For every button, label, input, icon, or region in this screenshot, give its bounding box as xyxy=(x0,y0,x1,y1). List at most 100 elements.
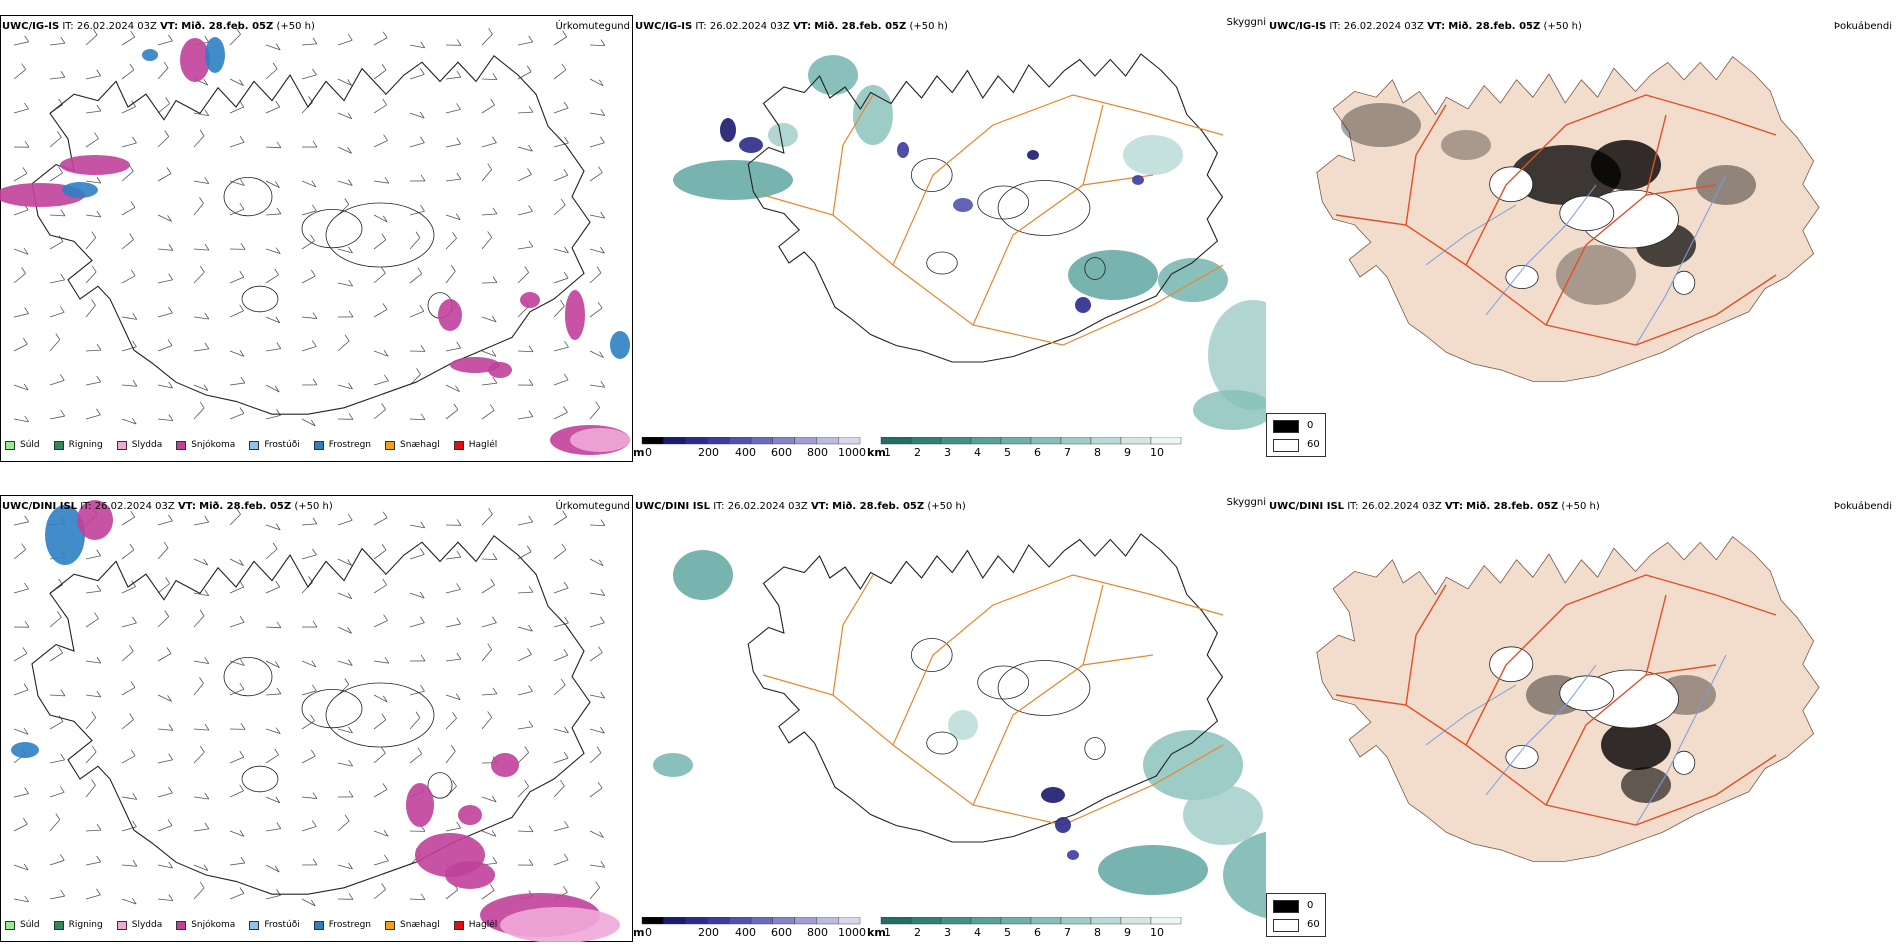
wind-barb xyxy=(157,759,173,764)
wind-barb xyxy=(589,407,600,420)
road xyxy=(1082,584,1104,666)
wind-barb-flag xyxy=(132,340,137,348)
unit-km: km xyxy=(867,926,886,939)
precip-area xyxy=(62,182,98,198)
wind-barb-flag xyxy=(600,589,606,596)
wind-barb-flag xyxy=(382,31,388,39)
wind-barb-flag xyxy=(419,591,425,599)
colorbar-cell-m xyxy=(772,917,795,925)
wind-barb-flag xyxy=(239,350,245,357)
wind-barb xyxy=(481,693,497,696)
wind-barb-flag xyxy=(600,381,606,388)
wind-barb-flag xyxy=(600,726,605,734)
wind-barb-flag xyxy=(204,822,210,830)
wind-barb-flag xyxy=(452,712,457,719)
wind-barb xyxy=(121,418,137,425)
wind-barb xyxy=(85,305,96,318)
wind-barb xyxy=(517,272,529,284)
wind-barb xyxy=(229,586,244,594)
tick-label: 7 xyxy=(1064,446,1071,459)
legend-item: Súld xyxy=(5,440,40,450)
wind-barb-flag xyxy=(96,176,102,184)
road xyxy=(1465,574,1777,746)
wind-barb xyxy=(121,207,136,216)
tick-label: 1000 xyxy=(838,926,866,939)
wind-barb-flag xyxy=(168,894,174,901)
wind-barb xyxy=(265,754,279,764)
wind-barb-flag xyxy=(24,582,29,590)
wind-barb xyxy=(337,592,352,600)
wind-barb xyxy=(373,620,388,628)
wind-barb-flag xyxy=(347,659,353,666)
wind-barb-flag xyxy=(600,211,606,219)
fog-legend: 0 60 xyxy=(1266,413,1326,457)
legend-item: Snæhagl xyxy=(385,440,440,450)
wind-barb xyxy=(553,516,567,526)
wind-barb-flag xyxy=(490,98,495,106)
wind-barb xyxy=(409,73,425,80)
visibility-panel-top: UWC/IG-IS IT: 26.02.2024 03Z VT: Mið. 28… xyxy=(633,15,1266,462)
wind-barb xyxy=(85,75,101,80)
tick-label: 1000 xyxy=(838,446,866,459)
wind-barb xyxy=(121,142,137,148)
wind-barb-flag xyxy=(275,247,281,254)
wind-barb-flag xyxy=(381,233,387,240)
wind-barb-flag xyxy=(312,140,318,148)
wind-barb xyxy=(157,67,169,80)
wind-barb-flag xyxy=(163,541,169,549)
wind-barb xyxy=(49,694,65,697)
river xyxy=(1425,204,1517,266)
fog-legend: 0 60 xyxy=(1266,893,1326,937)
wind-barb xyxy=(157,279,173,284)
wind-barb xyxy=(85,349,101,352)
wind-barb-flag xyxy=(382,578,387,586)
wind-barb-flag xyxy=(275,661,280,668)
wind-barb xyxy=(301,316,317,319)
wind-barb-flag xyxy=(600,246,605,254)
precip-area xyxy=(438,299,462,331)
wind-barb xyxy=(265,348,281,352)
wind-barb-flag xyxy=(384,656,390,664)
wind-barb xyxy=(265,414,281,420)
wind-barb-flag xyxy=(239,270,245,278)
precip-legend: Súld Rigning Slydda Snjókoma Frostúði Fr… xyxy=(5,440,511,450)
wind-barb xyxy=(409,898,426,901)
wind-barb xyxy=(121,346,137,352)
wind-barb-flag xyxy=(456,341,462,349)
wind-barb xyxy=(301,720,315,730)
wind-barb xyxy=(157,547,169,560)
wind-barb xyxy=(85,138,99,148)
glaciers xyxy=(1489,166,1696,295)
wind-barb-flag xyxy=(384,176,390,184)
wind-barb-flag xyxy=(272,62,278,70)
glacier-outline xyxy=(241,285,279,313)
wind-barb-flag xyxy=(420,684,425,692)
wind-barb-flag xyxy=(598,559,604,567)
wind-barb-flag xyxy=(23,817,28,825)
wind-barb-flag xyxy=(420,521,426,529)
wind-barb-flag xyxy=(60,409,66,417)
wind-barb xyxy=(445,889,459,900)
wind-barb xyxy=(265,586,280,594)
wind-barb xyxy=(13,273,26,284)
wind-barb xyxy=(409,273,423,284)
wind-barb-flag xyxy=(312,312,318,319)
wind-barb xyxy=(85,694,101,698)
wind-barb-flag xyxy=(275,43,281,51)
visibility-panel-bottom: UWC/DINI ISL IT: 26.02.2024 03Z VT: Mið.… xyxy=(633,495,1266,942)
wind-barb xyxy=(301,102,313,114)
wind-barb-flag xyxy=(563,853,569,861)
wind-barb xyxy=(85,751,97,764)
wind-barb xyxy=(553,859,569,866)
wind-barb xyxy=(373,350,389,357)
wind-barb xyxy=(589,622,605,628)
wind-barb xyxy=(373,889,386,900)
wind-barb-flag xyxy=(204,589,210,596)
wind-barb xyxy=(301,180,316,188)
precip-area xyxy=(458,805,482,825)
wind-barb-flag xyxy=(452,232,457,239)
legend-item: Haglél xyxy=(453,440,497,450)
wind-barb-flag xyxy=(528,345,534,352)
wind-barb xyxy=(373,239,387,250)
wind-barb xyxy=(229,830,245,837)
